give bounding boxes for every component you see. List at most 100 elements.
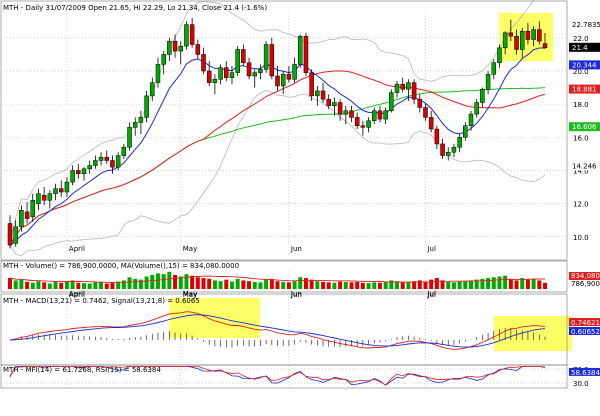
candle bbox=[127, 122, 132, 151]
candle bbox=[110, 155, 115, 174]
volume-bar bbox=[366, 283, 371, 289]
candle bbox=[178, 41, 183, 65]
volume-bar bbox=[514, 280, 519, 289]
volume-bar bbox=[309, 279, 314, 289]
volume-bar bbox=[99, 281, 104, 289]
candle bbox=[263, 41, 269, 73]
price-tag-label: 18.881 bbox=[572, 86, 597, 94]
candle bbox=[184, 21, 189, 50]
volume-bar bbox=[207, 278, 212, 289]
macd-panel-title: MTH - MACD(13,21) = 0.7462, Signal(13,21… bbox=[3, 297, 200, 305]
upper-band-line bbox=[9, 0, 535, 246]
volume-bar bbox=[315, 281, 320, 289]
volume-bar bbox=[355, 281, 360, 289]
volume-bar bbox=[30, 282, 35, 289]
volume-bar bbox=[161, 274, 166, 289]
month-label: April bbox=[69, 291, 85, 299]
lower-band-line bbox=[9, 90, 546, 257]
volume-bar bbox=[474, 279, 479, 289]
candle bbox=[400, 77, 405, 93]
volume-bar bbox=[252, 281, 257, 289]
volume-bar bbox=[247, 281, 252, 289]
candle bbox=[212, 74, 218, 95]
volume-bar bbox=[53, 281, 58, 289]
price-tag-label: 16.606 bbox=[572, 123, 597, 131]
volume-bar bbox=[133, 278, 138, 289]
volume-bar bbox=[440, 280, 445, 289]
volume-bar bbox=[104, 283, 109, 289]
volume-bar bbox=[480, 278, 485, 289]
candle bbox=[445, 147, 451, 161]
candle bbox=[519, 27, 525, 58]
candle bbox=[451, 143, 457, 158]
volume-bar bbox=[184, 274, 189, 289]
price-tick-label: 10.0 bbox=[573, 234, 589, 242]
price-tick-label: 22.0 bbox=[573, 35, 589, 43]
volume-tag-label: 834,080 bbox=[571, 272, 600, 280]
candle bbox=[485, 71, 491, 95]
candle bbox=[411, 79, 417, 105]
candle bbox=[41, 187, 47, 206]
volume-bar bbox=[406, 281, 411, 289]
volume-bar bbox=[395, 281, 400, 289]
rsi-line bbox=[9, 365, 546, 386]
volume-bar bbox=[121, 280, 126, 289]
candle bbox=[349, 105, 354, 123]
candle bbox=[377, 105, 383, 123]
candle bbox=[132, 117, 138, 136]
candle bbox=[383, 107, 388, 125]
candle bbox=[474, 99, 479, 118]
candle bbox=[303, 32, 309, 76]
price-tag bbox=[569, 122, 600, 132]
volume-bar bbox=[503, 275, 508, 289]
candle bbox=[457, 134, 462, 153]
candle bbox=[201, 47, 206, 75]
candle bbox=[155, 57, 161, 88]
price-tag bbox=[569, 60, 600, 70]
candle bbox=[121, 143, 127, 159]
volume-bar bbox=[491, 277, 496, 289]
candle bbox=[246, 57, 252, 80]
volume-bar bbox=[486, 278, 491, 289]
price-tag-label: 21.4 bbox=[572, 44, 588, 52]
volume-bar bbox=[190, 275, 195, 289]
volume-bar bbox=[138, 279, 143, 289]
candle bbox=[161, 51, 166, 75]
candle bbox=[150, 77, 155, 101]
volume-bar bbox=[281, 281, 286, 289]
volume-bar bbox=[155, 273, 160, 289]
volume-bar bbox=[13, 280, 18, 289]
candle bbox=[434, 125, 440, 149]
volume-bar bbox=[537, 280, 542, 289]
volume-bar bbox=[150, 274, 155, 289]
candle bbox=[320, 82, 326, 103]
volume-bar bbox=[338, 281, 343, 289]
candle bbox=[252, 69, 257, 88]
volume-bar bbox=[400, 282, 405, 289]
candle bbox=[218, 64, 223, 85]
volume-bar bbox=[36, 281, 41, 289]
candle bbox=[235, 46, 240, 76]
volume-bar bbox=[110, 282, 115, 289]
candle bbox=[508, 19, 514, 42]
candle bbox=[241, 44, 246, 67]
price-tag-label: 14.246 bbox=[572, 162, 597, 170]
candle bbox=[394, 80, 400, 98]
volume-bar bbox=[457, 281, 462, 289]
volume-bar bbox=[201, 278, 206, 289]
candle bbox=[497, 44, 502, 68]
candle bbox=[372, 107, 377, 125]
rsi-tag-label: 58.6384 bbox=[571, 369, 600, 377]
candle bbox=[468, 110, 474, 131]
candle bbox=[195, 39, 201, 60]
month-label: May bbox=[183, 245, 197, 253]
volume-bar bbox=[531, 278, 536, 289]
volume-bar bbox=[451, 282, 456, 289]
candle bbox=[491, 59, 497, 80]
candle bbox=[70, 165, 75, 186]
candle bbox=[537, 21, 542, 45]
volume-tag bbox=[569, 272, 600, 280]
candle bbox=[337, 99, 343, 121]
panel-frame bbox=[0, 364, 568, 389]
month-label: April bbox=[69, 245, 85, 253]
